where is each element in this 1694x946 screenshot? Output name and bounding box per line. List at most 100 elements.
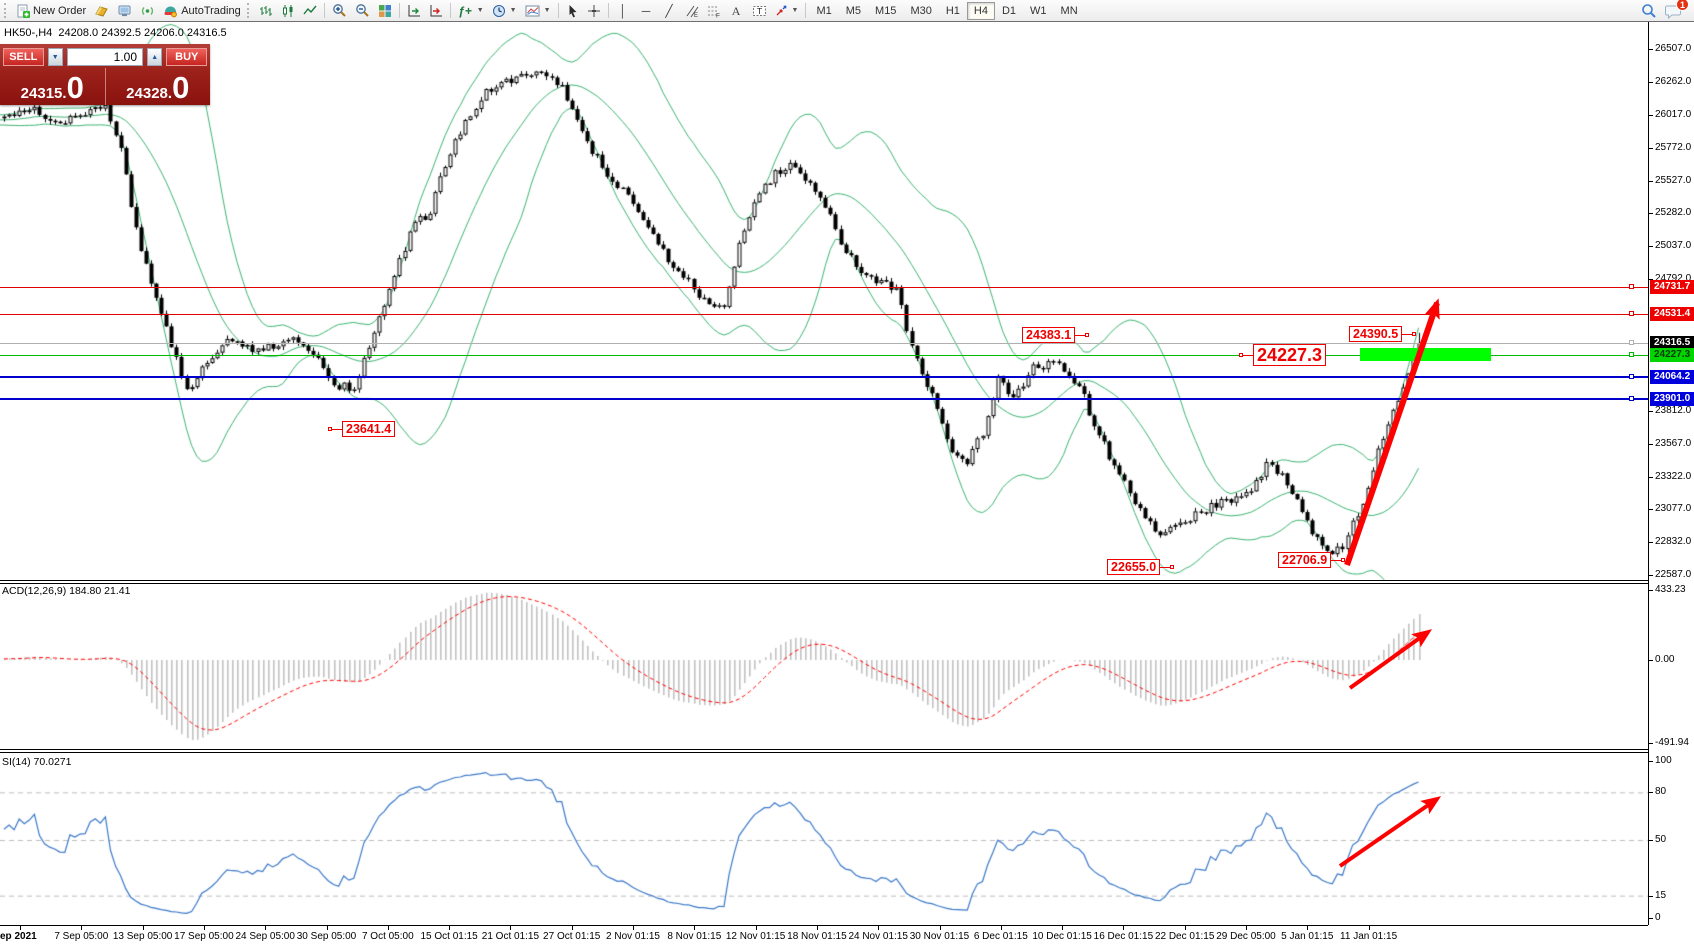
template-icon bbox=[525, 5, 540, 16]
line-anchor bbox=[1629, 311, 1634, 317]
price-annotation-box[interactable]: 24390.5 bbox=[1349, 326, 1417, 342]
panel-separator[interactable] bbox=[0, 580, 1648, 584]
price-badge: 24531.4 bbox=[1650, 307, 1694, 322]
annotation-connector bbox=[1160, 565, 1175, 569]
price-badge: 24731.7 bbox=[1650, 280, 1694, 295]
market-button[interactable] bbox=[90, 1, 113, 20]
zoom-in-icon bbox=[332, 4, 346, 17]
signals-button[interactable] bbox=[136, 1, 159, 20]
time-tick bbox=[1123, 926, 1125, 930]
buy-price-display[interactable]: 24328. 0 bbox=[106, 68, 211, 105]
periods-button[interactable]: ▼ bbox=[488, 1, 521, 20]
text-label-button[interactable]: T bbox=[748, 1, 771, 20]
text-button[interactable]: A bbox=[725, 1, 748, 20]
time-axis-label: 6 Dec 01:15 bbox=[973, 931, 1028, 942]
trendline-button[interactable]: ╱ bbox=[658, 1, 681, 20]
zoom-in-button[interactable] bbox=[328, 1, 351, 20]
time-axis-label: 13 Sep 05:00 bbox=[112, 931, 173, 942]
horizontal-level-line[interactable] bbox=[0, 284, 1648, 290]
volume-decrease-button[interactable]: ▼ bbox=[47, 48, 63, 66]
sell-button[interactable]: SELL bbox=[3, 48, 44, 66]
line-chart-button[interactable] bbox=[299, 1, 321, 20]
timeframe-d1[interactable]: D1 bbox=[1001, 4, 1017, 17]
price-annotation-box[interactable]: 22655.0 bbox=[1107, 559, 1175, 575]
rsi-panel-canvas[interactable] bbox=[0, 753, 1648, 925]
price-axis[interactable]: 26507.0 26262.0 26017.0 25772.0 25527.0 25282… bbox=[1648, 22, 1694, 925]
tile-windows-icon bbox=[378, 4, 391, 17]
green-highlight-zone[interactable] bbox=[1360, 348, 1491, 361]
svg-text:F: F bbox=[716, 12, 720, 18]
horizontal-level-line[interactable] bbox=[0, 352, 1648, 357]
fibonacci-icon: F bbox=[707, 6, 720, 18]
terminal-button[interactable] bbox=[113, 1, 136, 20]
volume-increase-button[interactable]: ▲ bbox=[147, 48, 163, 66]
chart-shift-button[interactable] bbox=[425, 1, 447, 20]
crosshair-button[interactable] bbox=[583, 1, 605, 20]
indicators-button[interactable]: ƒ+ ▼ bbox=[454, 1, 488, 20]
timeframe-m5[interactable]: M5 bbox=[845, 4, 862, 17]
bar-chart-button[interactable] bbox=[255, 1, 277, 20]
price-annotation-box[interactable]: 22706.9 bbox=[1278, 552, 1346, 568]
price-tick-label: 26017.0 bbox=[1649, 109, 1694, 121]
candlestick-chart-canvas[interactable] bbox=[0, 23, 1648, 580]
timeframe-w1[interactable]: W1 bbox=[1030, 4, 1047, 17]
timeframe-m15[interactable]: M15 bbox=[875, 4, 897, 17]
new-order-button[interactable]: New Order bbox=[12, 1, 90, 20]
price-tick-label: 25772.0 bbox=[1649, 142, 1694, 154]
new-order-label: New Order bbox=[33, 4, 87, 17]
sell-price-display[interactable]: 24315. 0 bbox=[0, 68, 106, 105]
arrows-icon bbox=[776, 5, 787, 16]
time-tick bbox=[326, 926, 328, 930]
time-axis-label: 30 Sep 05:00 bbox=[296, 931, 357, 942]
horizontal-line-button[interactable]: ─ bbox=[635, 1, 658, 20]
horizontal-level-line[interactable] bbox=[0, 373, 1648, 379]
toolbar-grip bbox=[246, 3, 251, 18]
time-tick bbox=[510, 926, 512, 930]
search-button[interactable] bbox=[1637, 1, 1661, 20]
time-tick bbox=[939, 926, 941, 930]
autotrading-icon bbox=[163, 4, 178, 18]
price-badge: 23901.0 bbox=[1650, 391, 1694, 406]
buy-button[interactable]: BUY bbox=[166, 48, 207, 66]
timeframe-group: M1 M5 M15 M30 H1 H4 D1 W1 MN bbox=[809, 1, 1084, 20]
time-axis-label: 5 Jan 01:15 bbox=[1281, 931, 1334, 942]
autotrading-label: AutoTrading bbox=[181, 4, 241, 17]
price-annotation-box[interactable]: 23641.4 bbox=[328, 421, 396, 437]
channel-button[interactable]: E bbox=[681, 1, 703, 20]
vertical-line-button[interactable]: │ bbox=[612, 1, 635, 20]
horizontal-level-line[interactable] bbox=[0, 311, 1648, 317]
tile-windows-button[interactable] bbox=[374, 1, 396, 20]
horizontal-level-line[interactable] bbox=[0, 395, 1648, 401]
timeframe-m1[interactable]: M1 bbox=[816, 4, 832, 17]
sell-price-big-digit: 0 bbox=[66, 70, 84, 105]
price-annotation-box[interactable]: 24227.3 bbox=[1239, 344, 1327, 366]
macd-panel-canvas[interactable] bbox=[0, 584, 1648, 749]
timeframe-m30[interactable]: M30 bbox=[910, 4, 932, 17]
zoom-out-button[interactable] bbox=[351, 1, 374, 20]
candlestick-chart-button[interactable] bbox=[277, 1, 299, 20]
toolbar-separator bbox=[449, 3, 451, 18]
fibonacci-button[interactable]: F bbox=[703, 1, 725, 20]
main-toolbar: New Order AutoTrading ƒ+ ▼ ▼ ▼ │ ─ ╱ E F … bbox=[0, 0, 1694, 22]
time-axis-label: 17 Sep 05:00 bbox=[174, 931, 234, 942]
panel-separator[interactable] bbox=[0, 749, 1648, 753]
horizontal-level-line[interactable] bbox=[0, 340, 1648, 346]
time-tick bbox=[755, 926, 757, 930]
timeframe-mn[interactable]: MN bbox=[1060, 4, 1078, 17]
timeframe-h1[interactable]: H1 bbox=[945, 4, 960, 17]
time-axis-label: ep 2021 bbox=[0, 931, 37, 942]
auto-scroll-button[interactable] bbox=[403, 1, 425, 20]
time-tick bbox=[1000, 926, 1002, 930]
timeframe-h4[interactable]: H4 bbox=[966, 1, 995, 20]
vertical-line-icon: │ bbox=[619, 3, 627, 18]
price-annotation-box[interactable]: 24383.1 bbox=[1022, 327, 1090, 343]
autotrading-button[interactable]: AutoTrading bbox=[159, 1, 245, 20]
time-axis-label: 18 Nov 01:15 bbox=[787, 931, 847, 942]
notifications-button[interactable]: 1 bbox=[1661, 0, 1689, 20]
time-axis[interactable]: ep 2021 7 Sep 05:00 13 Sep 05:00 17 Sep 05:… bbox=[0, 925, 1648, 946]
arrows-button[interactable]: ▼ bbox=[771, 1, 803, 20]
volume-input[interactable] bbox=[67, 48, 143, 66]
cursor-button[interactable] bbox=[562, 1, 583, 20]
terminal-icon bbox=[117, 4, 132, 18]
templates-button[interactable]: ▼ bbox=[521, 1, 555, 20]
